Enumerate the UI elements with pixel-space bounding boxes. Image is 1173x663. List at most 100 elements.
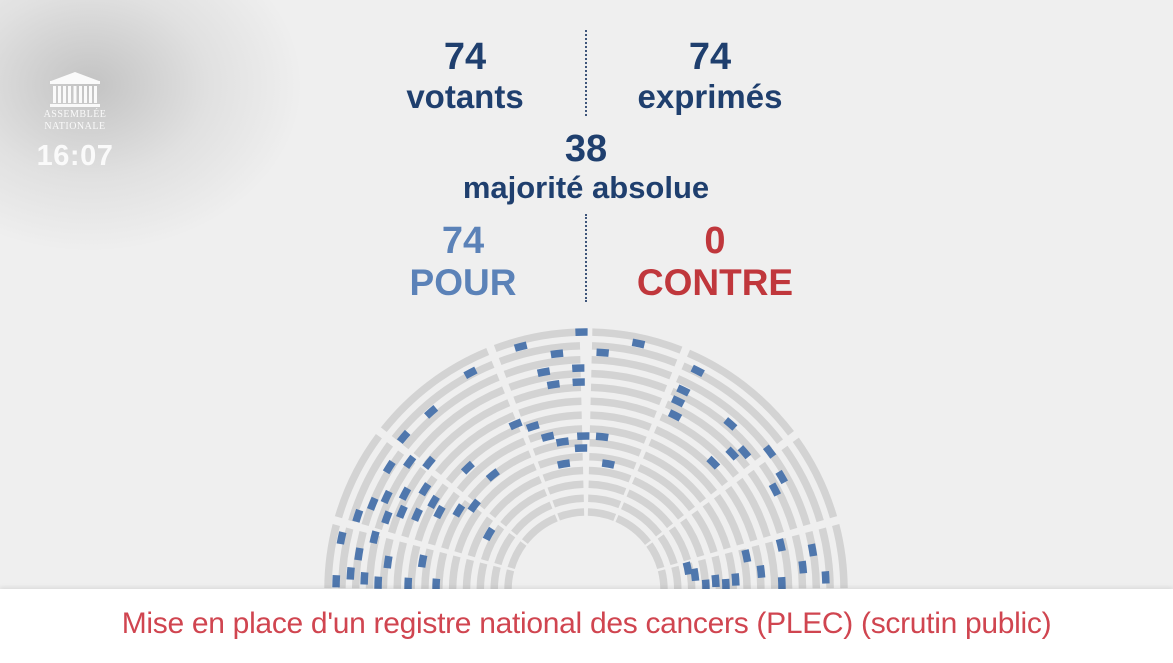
seat-row-arc bbox=[478, 463, 537, 510]
seat-row-arc bbox=[738, 548, 751, 590]
seat-row-arc bbox=[668, 526, 691, 562]
seat-row-arc bbox=[401, 475, 438, 538]
seat-row-arc bbox=[338, 527, 354, 589]
seat-pour bbox=[354, 547, 364, 561]
contre-count: 0 bbox=[704, 220, 726, 262]
seat-pour bbox=[366, 496, 379, 511]
seat-pour bbox=[360, 572, 369, 585]
seat-row-arc bbox=[407, 544, 421, 589]
seat-pour bbox=[690, 364, 705, 377]
seat-row-arc bbox=[736, 477, 771, 538]
majorite-count: 38 bbox=[564, 128, 608, 170]
seat-row-arc bbox=[476, 562, 488, 590]
seat-pour bbox=[723, 417, 738, 431]
seat-pour bbox=[467, 498, 481, 513]
seat-row-arc bbox=[507, 541, 527, 570]
seat-row-arc bbox=[648, 438, 717, 495]
assemblee-nationale-logo: ASSEMBLÉE NATIONALE 16:07 bbox=[30, 70, 120, 173]
seat-pour bbox=[424, 405, 439, 419]
seat-row-arc bbox=[513, 383, 582, 404]
seat-row-arc bbox=[626, 489, 673, 529]
seat-row-arc bbox=[456, 437, 527, 493]
seat-row-arc bbox=[424, 399, 511, 467]
seat-row-arc bbox=[552, 494, 585, 508]
seat-row-arc bbox=[657, 569, 668, 590]
seat-pour bbox=[711, 574, 720, 588]
seat-pour bbox=[667, 409, 683, 422]
seat-row-arc bbox=[500, 488, 548, 527]
seat-row-arc bbox=[687, 349, 794, 436]
seat-row-arc bbox=[724, 551, 737, 590]
seat-row-arc bbox=[591, 369, 668, 393]
seat-row-arc bbox=[527, 425, 583, 443]
seat-row-arc bbox=[781, 445, 824, 523]
seat-pour bbox=[676, 384, 691, 397]
pour-seats bbox=[332, 328, 830, 592]
seat-row-arc bbox=[588, 494, 622, 509]
seat-pour bbox=[427, 494, 440, 510]
organization-name-line1: ASSEMBLÉE bbox=[43, 109, 107, 120]
seat-row-arc bbox=[653, 426, 728, 487]
seat-row-arc bbox=[494, 532, 516, 566]
seat-row-arc bbox=[557, 508, 585, 521]
seat-row-arc bbox=[725, 486, 758, 542]
seat-row-arc bbox=[589, 425, 647, 444]
seat-row-arc bbox=[542, 466, 584, 482]
seat-pour bbox=[725, 446, 740, 461]
seat-row-arc bbox=[670, 387, 761, 461]
seat-row-arc bbox=[489, 476, 542, 519]
votants-count: 74 bbox=[443, 36, 487, 78]
seat-row-arc bbox=[498, 342, 581, 366]
seat-row-arc bbox=[511, 501, 553, 536]
seat-row-arc bbox=[713, 494, 745, 546]
seat-pour bbox=[411, 507, 423, 522]
seat-pour bbox=[631, 338, 646, 349]
seat-pour bbox=[452, 503, 466, 518]
seat-row-arc bbox=[770, 453, 811, 527]
seat-row-arc bbox=[402, 373, 500, 450]
seat-row-arc bbox=[588, 466, 632, 483]
seat-pour bbox=[670, 395, 686, 408]
seat-pour bbox=[690, 567, 700, 582]
seat-pour bbox=[417, 554, 428, 568]
seat-row-arc bbox=[671, 565, 682, 590]
seat-pour bbox=[596, 348, 610, 357]
votants-label: votants bbox=[406, 78, 524, 115]
seat-row-arc bbox=[657, 534, 678, 566]
seat-pour bbox=[369, 530, 380, 545]
seat-row-arc bbox=[413, 386, 505, 458]
seat-pour bbox=[741, 549, 752, 563]
seat-pour bbox=[485, 468, 500, 482]
seat-row-arc bbox=[391, 360, 495, 441]
seat-row-arc bbox=[324, 524, 340, 589]
seat-pour bbox=[821, 571, 830, 584]
seat-row-arc bbox=[467, 516, 494, 558]
seat-row-arc bbox=[518, 397, 582, 417]
seat-row-arc bbox=[590, 411, 652, 431]
seat-row-arc bbox=[348, 442, 394, 523]
seat-pour bbox=[460, 460, 475, 475]
seat-row-arc bbox=[818, 527, 834, 589]
seat-row-arc bbox=[592, 328, 683, 354]
seat-row-arc bbox=[508, 369, 581, 391]
seat-pour bbox=[383, 555, 393, 569]
clock-time: 16:07 bbox=[36, 140, 114, 172]
seat-row-arc bbox=[758, 461, 798, 530]
seat-row-arc bbox=[642, 451, 706, 503]
seat-row-arc bbox=[380, 348, 490, 433]
seat-row-arc bbox=[462, 558, 474, 590]
seat-row-arc bbox=[445, 424, 521, 484]
seat-row-arc bbox=[832, 524, 848, 589]
contre-label: CONTRE bbox=[636, 262, 794, 303]
seat-row-arc bbox=[615, 514, 651, 545]
seat-row-arc bbox=[481, 524, 505, 562]
majorite-label: majorité absolue bbox=[462, 170, 710, 205]
assemblee-nationale-building-icon bbox=[50, 72, 100, 107]
seat-pour bbox=[381, 510, 393, 525]
seat-pour bbox=[807, 543, 818, 557]
seat-pour bbox=[380, 489, 393, 505]
seat-row-arc bbox=[680, 518, 705, 558]
seat-row-arc bbox=[361, 450, 405, 527]
seat-row-arc bbox=[493, 328, 580, 353]
